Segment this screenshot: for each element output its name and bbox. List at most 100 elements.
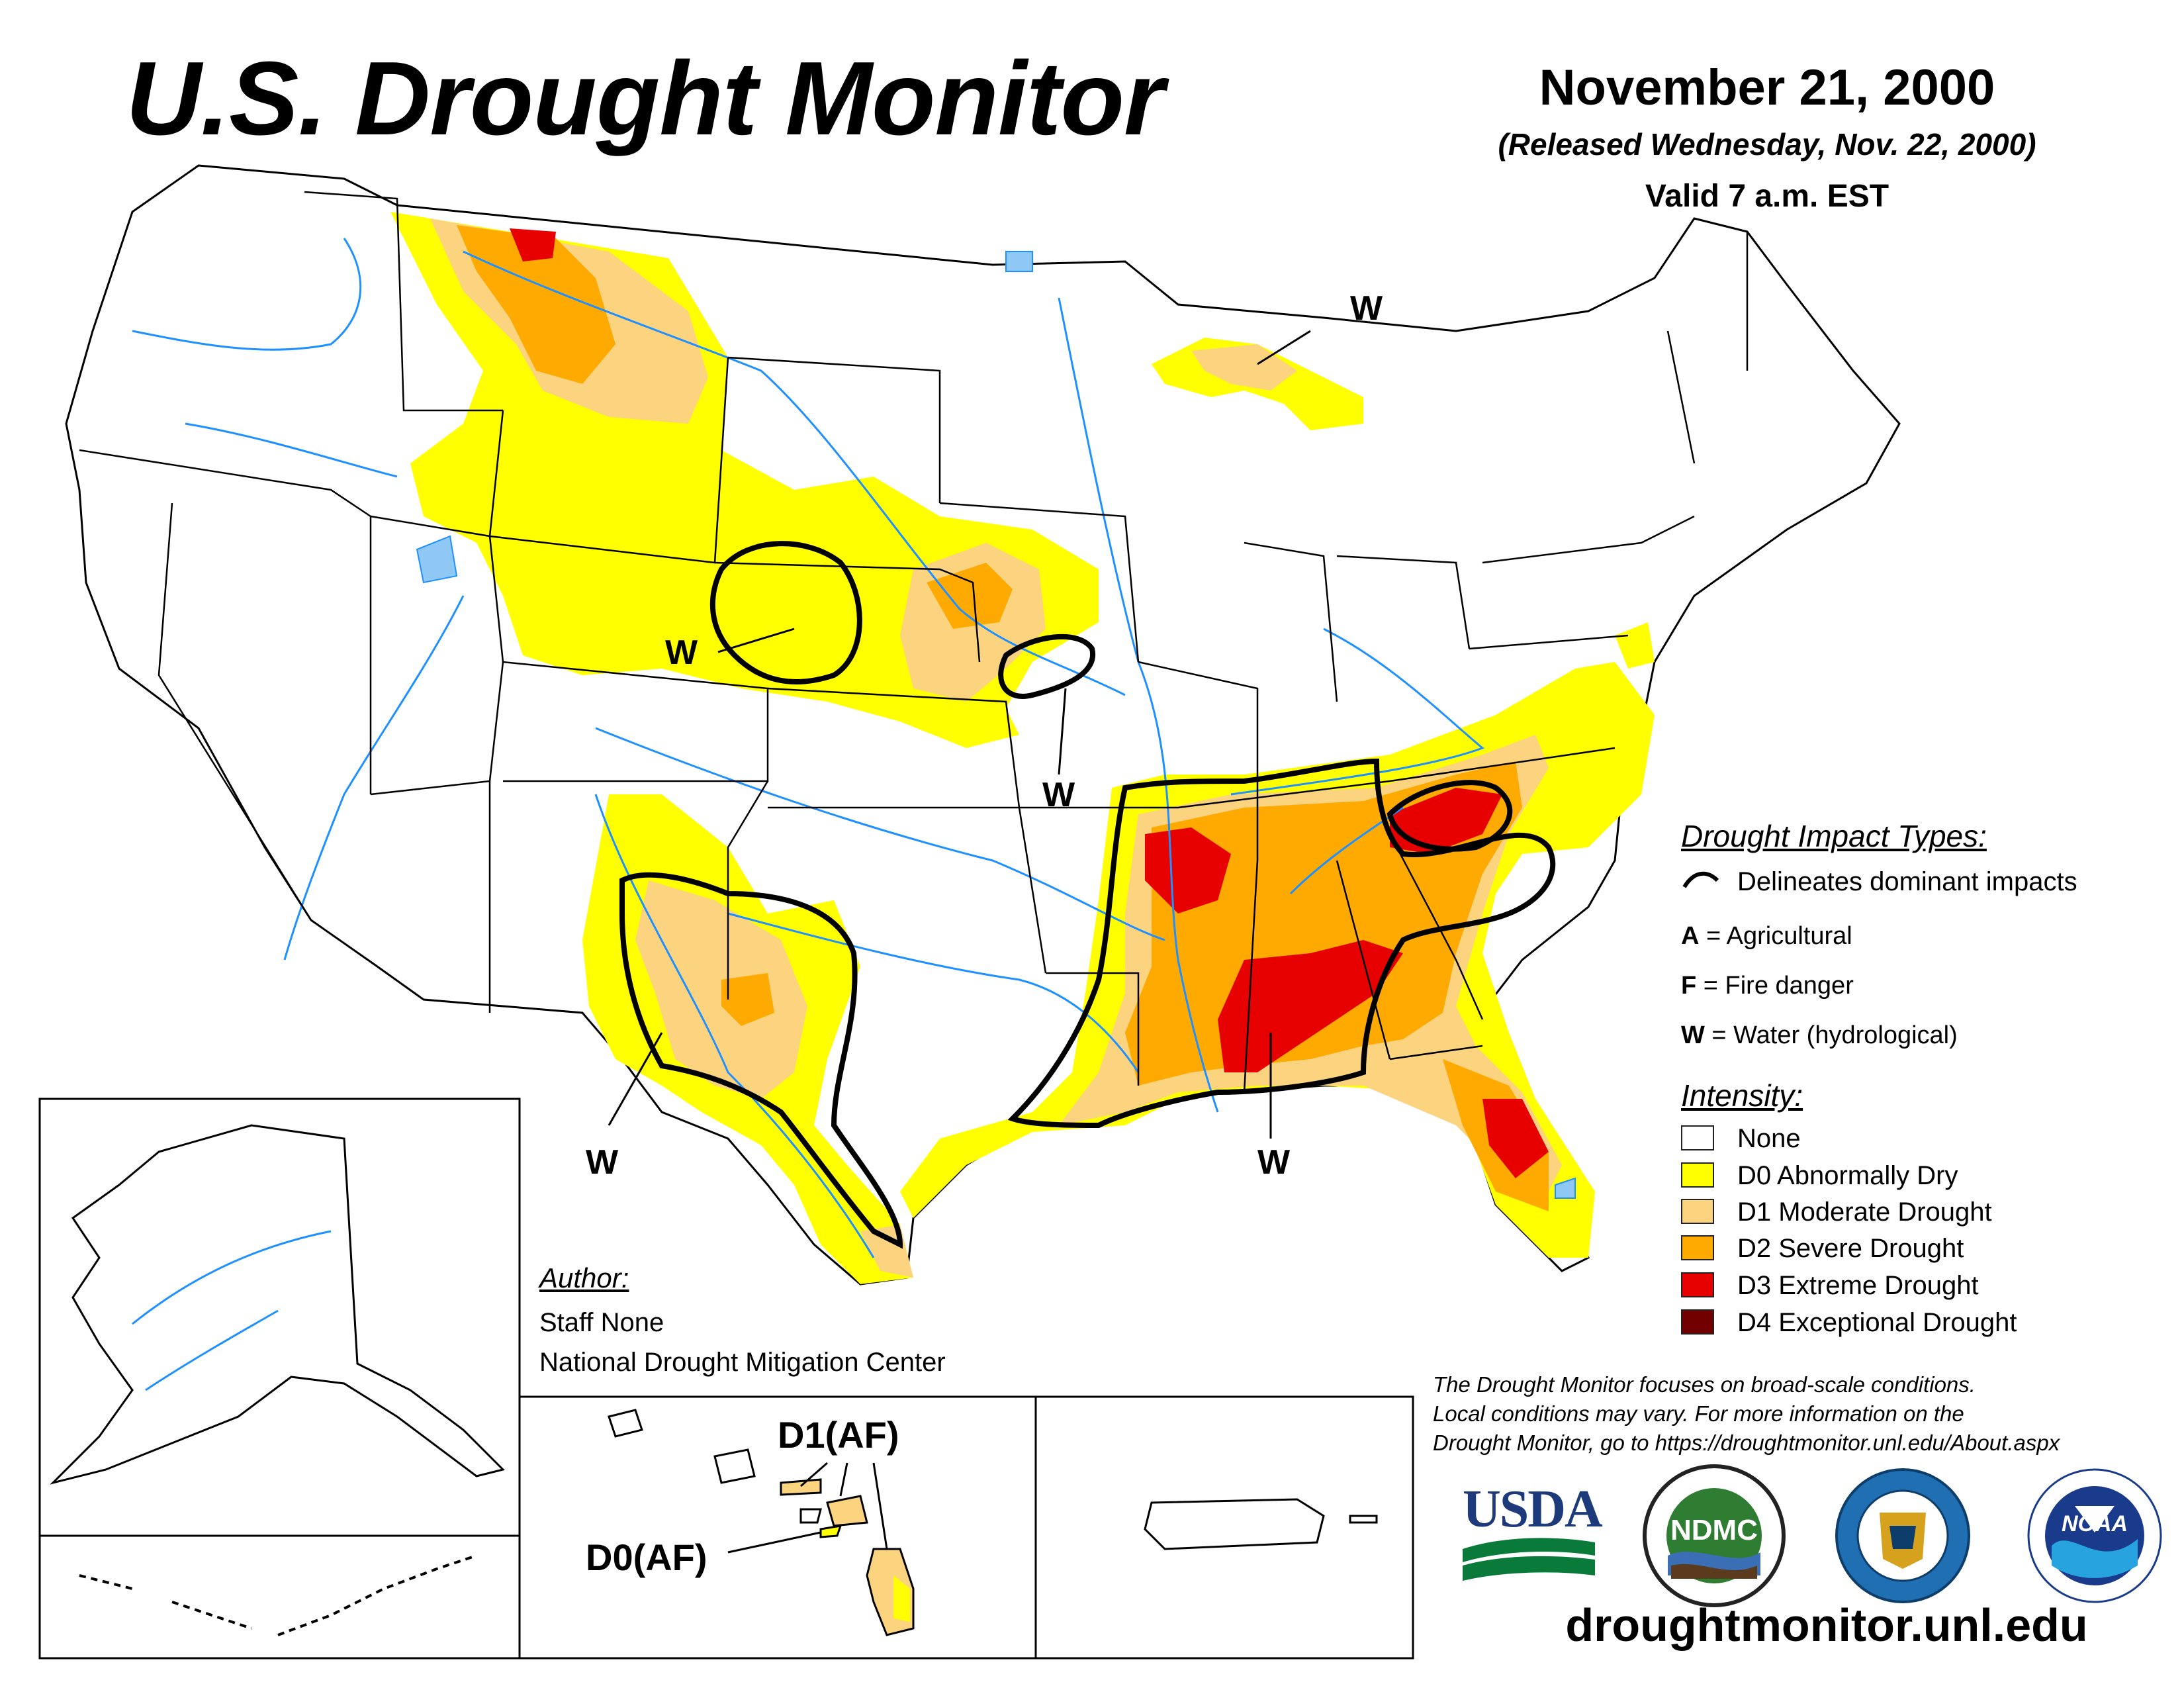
border-west-8 — [727, 780, 769, 1000]
impact-delineates: Delineates dominant impacts — [1737, 867, 2077, 896]
usda-logo: USDA — [1463, 1480, 1603, 1582]
intensity-d3: D3 Extreme Drought — [1737, 1271, 1979, 1300]
river-kuskokwim — [145, 1309, 279, 1391]
disclaimer-line: Drought Monitor, go to https://droughtmo… — [1433, 1430, 2060, 1455]
lanai — [799, 1508, 822, 1524]
puerto-rico — [1144, 1498, 1325, 1550]
border-west-5 — [304, 191, 503, 412]
noaa-logo-text: NOAA — [2061, 1511, 2128, 1536]
swatch-d1 — [1681, 1199, 1714, 1224]
alaska-outline — [50, 1124, 505, 1485]
lakes — [416, 251, 1576, 1199]
author-org: National Drought Mitigation Center — [539, 1348, 946, 1377]
commerce-seal-icon — [1835, 1468, 1970, 1603]
valid-time: Valid 7 a.m. EST — [1645, 179, 1889, 214]
author-name: Staff None — [539, 1308, 664, 1337]
border-east-2 — [1482, 515, 1695, 564]
outline-kansas — [709, 541, 862, 684]
border-south-3 — [1243, 860, 1259, 1093]
disclaimer-line: Local conditions may vary. For more info… — [1433, 1401, 1964, 1426]
d3-montana — [510, 228, 556, 261]
leader-d1-1 — [800, 1462, 828, 1487]
swatch-d0 — [1681, 1162, 1714, 1188]
border-plains-2 — [714, 561, 981, 663]
lake-red — [1005, 251, 1033, 272]
impact-label-missouri: W — [1042, 776, 1075, 814]
impact-code: F — [1681, 972, 1697, 1000]
leader-newmexico — [608, 1032, 663, 1126]
impact-desc: = Fire danger — [1696, 972, 1854, 1000]
impact-outlines — [619, 541, 1556, 1249]
impact-desc: = Water (hydrological) — [1704, 1021, 1958, 1049]
border-west-6 — [502, 661, 769, 782]
oahu — [713, 1448, 756, 1484]
outline-carolinas — [1387, 780, 1513, 852]
border-south-5 — [1388, 833, 1484, 1020]
d3-central-south — [1218, 940, 1403, 1072]
border-south-6 — [1389, 1045, 1483, 1060]
hawaii-frame — [518, 1395, 1037, 1660]
hawaii-label-d1: D1(AF) — [778, 1414, 899, 1456]
border-midwest-3 — [1336, 555, 1471, 649]
usda-logo-text: USDA — [1463, 1480, 1603, 1538]
intensity-none: None — [1737, 1124, 1801, 1153]
border-south-2 — [1046, 972, 1140, 1086]
river-snake — [185, 422, 398, 478]
state-borders — [79, 191, 1749, 1093]
noaa-logo: NOAA — [2025, 1466, 2164, 1605]
impact-code: W — [1681, 1021, 1705, 1049]
impact-type-fire: F = Fire danger — [1681, 973, 1854, 998]
ndmc-seal-icon — [1643, 1464, 1786, 1607]
river-rio-grande — [594, 794, 875, 1258]
river-ohio — [1230, 628, 1484, 796]
hawaii-label-d0: D0(AF) — [586, 1536, 707, 1578]
intensity-d4: D4 Exceptional Drought — [1737, 1308, 2017, 1337]
leader-d1-3 — [872, 1462, 888, 1550]
hawaii-pr-inset — [518, 1395, 1414, 1660]
d2-montana — [457, 225, 615, 384]
noaa-seal-icon — [2027, 1468, 2162, 1603]
impact-label-kansas: W — [665, 633, 698, 672]
border-plains-1 — [727, 356, 941, 503]
border-west-2 — [158, 502, 312, 921]
swatch-none — [1681, 1125, 1714, 1150]
leader-missouri — [1058, 688, 1067, 775]
border-plains-4 — [1018, 807, 1047, 974]
outline-southeast — [1007, 758, 1556, 1129]
leader-d0 — [727, 1531, 821, 1554]
release-date: (Released Wednesday, Nov. 22, 2000) — [1498, 127, 2036, 162]
great-salt-lake — [416, 535, 458, 584]
river-columbia — [132, 238, 362, 351]
border-east-1 — [1469, 634, 1629, 650]
vieques — [1349, 1515, 1378, 1524]
d3-florida — [1482, 1099, 1549, 1178]
aleutian-islands — [79, 1554, 477, 1636]
d3-tennessee — [1390, 788, 1502, 854]
ndmc-logo: NDMC — [1641, 1463, 1787, 1609]
impact-label-newmexico: W — [586, 1143, 619, 1182]
d3-arkansas — [1145, 827, 1231, 914]
border-plains-3 — [767, 687, 1021, 809]
border-east-3 — [1666, 330, 1696, 464]
intensity-d0: D0 Abnormally Dry — [1737, 1161, 1958, 1190]
leader-kansas — [717, 628, 795, 653]
impact-leaders — [608, 330, 1311, 1139]
swatch-d2 — [1681, 1235, 1714, 1260]
impact-code: A — [1681, 922, 1700, 950]
impact-label-michigan: W — [1350, 289, 1383, 328]
leader-michigan — [1257, 330, 1311, 365]
kauai — [608, 1409, 643, 1438]
intensity-heading: Intensity: — [1681, 1078, 1803, 1113]
website-url[interactable]: droughtmonitor.unl.edu — [1565, 1599, 2088, 1651]
border-south-1 — [1019, 747, 1615, 809]
swatch-d4 — [1681, 1309, 1714, 1335]
river-mississippi — [1058, 297, 1219, 1113]
d2-southwest — [721, 973, 774, 1026]
maui — [826, 1495, 868, 1527]
ndmc-logo-text: NDMC — [1670, 1514, 1758, 1546]
map-title: U.S. Drought Monitor — [126, 40, 1164, 157]
outline-missouri — [998, 633, 1096, 699]
impact-desc: = Agricultural — [1699, 922, 1852, 950]
leader-d1-2 — [839, 1462, 848, 1497]
